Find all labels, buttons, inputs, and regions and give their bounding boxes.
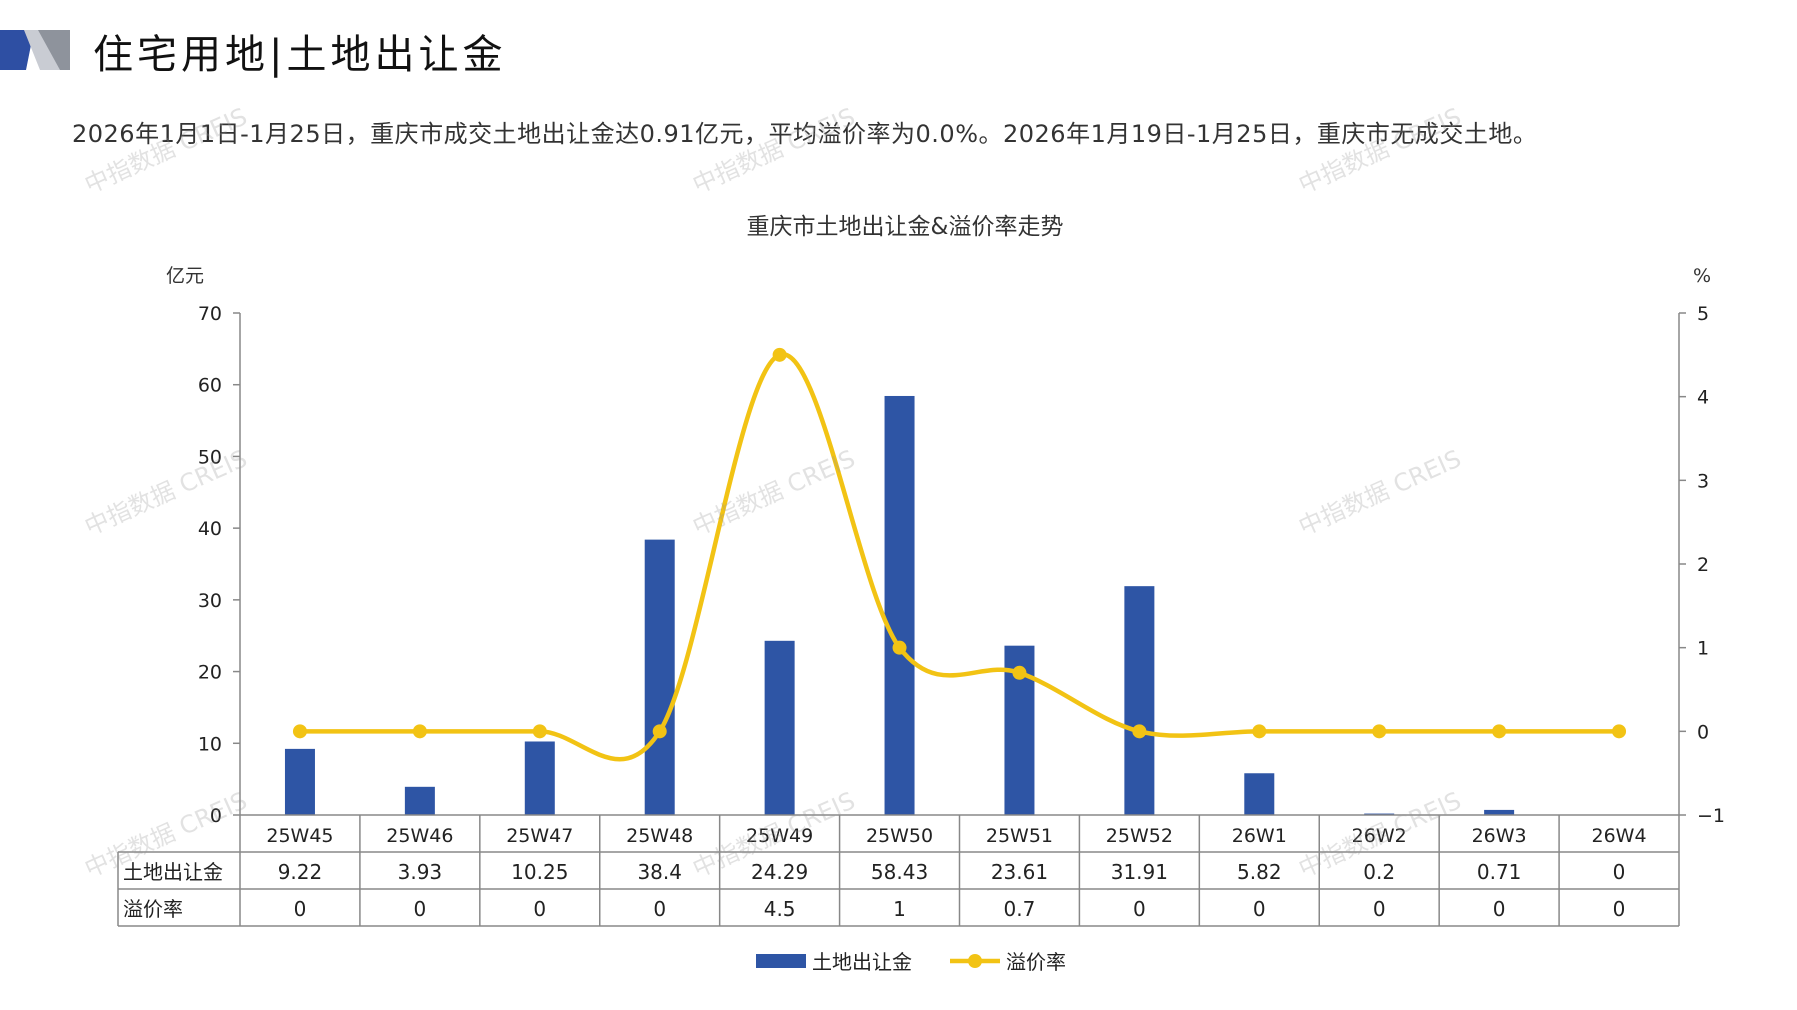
table-cell-land-fee: 0 <box>1613 860 1626 884</box>
table-cell-premium-rate: 0 <box>1253 897 1266 921</box>
table-cell-land-fee: 0.2 <box>1363 860 1395 884</box>
left-tick-label: 60 <box>198 375 222 397</box>
premium-rate-point-26W3 <box>1492 724 1507 739</box>
table-cell-premium-rate: 0.7 <box>1004 897 1036 921</box>
right-tick-label: 4 <box>1697 387 1709 409</box>
premium-rate-point-25W49 <box>772 347 787 362</box>
left-axis-unit: 亿元 <box>166 265 204 287</box>
bar-26W1 <box>1244 773 1275 815</box>
table-cell-premium-rate: 0 <box>653 897 666 921</box>
x-category-label: 26W1 <box>1232 825 1287 847</box>
left-tick-label: 70 <box>198 303 222 325</box>
table-cell-land-fee: 10.25 <box>511 860 568 884</box>
x-category-label: 25W50 <box>866 825 933 847</box>
table-cell-land-fee: 0.71 <box>1477 860 1522 884</box>
legend-swatch-land-fee <box>756 954 806 968</box>
premium-rate-point-26W1 <box>1252 724 1267 739</box>
premium-rate-point-26W2 <box>1372 724 1387 739</box>
bar-25W46 <box>404 786 435 815</box>
table-cell-premium-rate: 0 <box>1373 897 1386 921</box>
premium-rate-point-25W52 <box>1132 724 1147 739</box>
table-cell-premium-rate: 1 <box>893 897 906 921</box>
bar-25W50 <box>884 395 915 815</box>
right-tick-label: −1 <box>1697 805 1725 827</box>
bar-25W47 <box>524 741 555 815</box>
page-title: 住宅用地|土地出让金 <box>93 32 507 78</box>
table-cell-premium-rate: 0 <box>1133 897 1146 921</box>
x-category-label: 25W51 <box>986 825 1053 847</box>
table-cell-land-fee: 5.82 <box>1237 860 1282 884</box>
bar-25W45 <box>284 748 315 815</box>
x-category-label: 26W2 <box>1352 825 1407 847</box>
x-category-label: 25W45 <box>266 825 333 847</box>
bar-25W48 <box>644 539 675 815</box>
table-cell-premium-rate: 0 <box>414 897 427 921</box>
right-axis-unit: % <box>1693 265 1711 287</box>
x-category-label: 25W52 <box>1106 825 1173 847</box>
x-category-label: 26W4 <box>1592 825 1647 847</box>
premium-rate-point-25W48 <box>652 724 667 739</box>
table-cell-premium-rate: 0 <box>533 897 546 921</box>
left-tick-label: 30 <box>198 590 222 612</box>
bar-25W49 <box>764 640 795 815</box>
premium-rate-point-25W51 <box>1012 665 1027 680</box>
premium-rate-point-25W50 <box>892 640 907 655</box>
table-cell-land-fee: 58.43 <box>871 860 928 884</box>
right-tick-label: 1 <box>1697 638 1709 660</box>
table-cell-land-fee: 3.93 <box>398 860 443 884</box>
right-tick-label: 2 <box>1697 554 1709 576</box>
premium-rate-point-26W4 <box>1612 724 1627 739</box>
left-tick-label: 20 <box>198 662 222 684</box>
right-tick-label: 3 <box>1697 470 1709 492</box>
table-cell-land-fee: 31.91 <box>1111 860 1168 884</box>
premium-rate-line <box>299 352 1620 762</box>
table-cell-land-fee: 23.61 <box>991 860 1048 884</box>
premium-rate-point-25W45 <box>292 724 307 739</box>
table-cell-land-fee: 24.29 <box>751 860 808 884</box>
x-category-label: 25W49 <box>746 825 813 847</box>
left-tick-label: 0 <box>210 805 222 827</box>
table-row-label-premium-rate: 溢价率 <box>123 897 183 921</box>
x-category-label: 25W46 <box>386 825 453 847</box>
table-row-label-land-fee: 土地出让金 <box>123 860 223 884</box>
table-cell-premium-rate: 0 <box>294 897 307 921</box>
legend-label-premium-rate: 溢价率 <box>1006 950 1066 974</box>
left-tick-label: 40 <box>198 518 222 540</box>
summary-text: 2026年1月1日-1月25日，重庆市成交土地出让金达0.91亿元，平均溢价率为… <box>72 120 1538 148</box>
right-tick-label: 0 <box>1697 721 1709 743</box>
left-tick-label: 10 <box>198 733 222 755</box>
right-tick-label: 5 <box>1697 303 1709 325</box>
legend-label-land-fee: 土地出让金 <box>812 950 912 974</box>
premium-rate-point-25W46 <box>412 724 427 739</box>
table-cell-premium-rate: 0 <box>1613 897 1626 921</box>
report-logo <box>0 30 70 70</box>
table-cell-land-fee: 9.22 <box>278 860 323 884</box>
bar-25W52 <box>1124 586 1155 815</box>
x-category-label: 25W48 <box>626 825 693 847</box>
table-cell-premium-rate: 0 <box>1493 897 1506 921</box>
x-category-label: 26W3 <box>1472 825 1527 847</box>
x-category-label: 25W47 <box>506 825 573 847</box>
table-cell-premium-rate: 4.5 <box>764 897 796 921</box>
table-cell-land-fee: 38.4 <box>637 860 682 884</box>
legend-marker-premium-rate <box>968 954 982 968</box>
left-tick-label: 50 <box>198 446 222 468</box>
chart-title: 重庆市土地出让金&溢价率走势 <box>747 214 1064 240</box>
bar-26W3 <box>1484 809 1515 815</box>
premium-rate-point-25W47 <box>532 724 547 739</box>
